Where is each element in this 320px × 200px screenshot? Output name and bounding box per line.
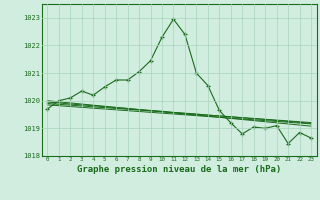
X-axis label: Graphe pression niveau de la mer (hPa): Graphe pression niveau de la mer (hPa)	[77, 165, 281, 174]
